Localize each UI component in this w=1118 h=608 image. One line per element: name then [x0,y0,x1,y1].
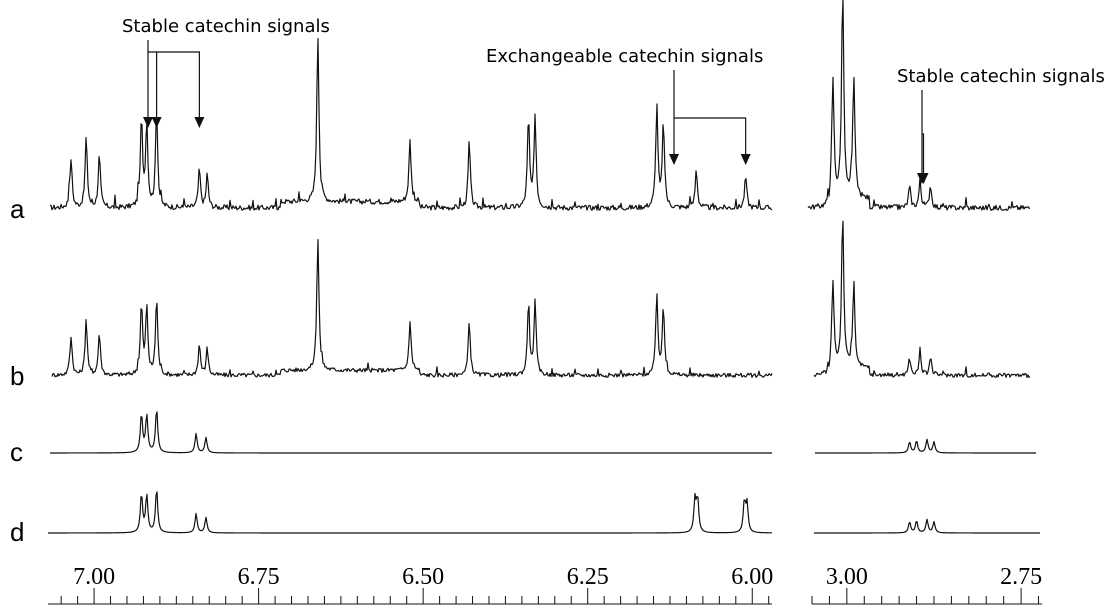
annotations: Stable catechin signals Exchangeable cate… [122,16,1105,184]
arrow-head [740,154,751,165]
tick-label: 2.75 [1000,564,1042,590]
tick-label: 7.00 [73,564,115,590]
spectrum-d-panel-1 [48,491,773,534]
spectrum-b-panel-2 [813,220,1031,378]
tick-label: 6.00 [731,564,773,590]
spectrum-b-panel-1 [51,239,773,378]
spectrum-a-panel-1 [49,38,773,211]
arrow-head [918,173,929,184]
arrow-head [669,154,679,165]
arrow-head [143,117,153,128]
row-labels: a b c d [10,194,25,547]
spectrum-c-panel-1 [50,411,772,454]
arrow-head [194,117,205,128]
arrow-bracket [148,51,200,117]
row-label-c: c [10,437,23,467]
spectrum-c-panel-2 [815,438,1036,454]
tick-label: 6.25 [567,564,609,590]
tick-label: 6.50 [402,564,444,590]
arrow-head [151,117,162,128]
row-label-d: d [10,517,24,547]
spectrum-a-panel-2 [807,0,1031,212]
spectrum-traces [48,0,1040,534]
row-label-b: b [10,361,24,391]
annotation-label: Stable catechin signals [122,16,330,37]
tick-label: 3.00 [826,564,868,590]
arrow-bracket [674,117,747,154]
arrow-bracket [922,133,925,173]
tick-label: 6.75 [238,564,280,590]
row-label-a: a [10,194,25,224]
annotation-label: Exchangeable catechin signals [486,46,763,67]
x-axis: 7.00 6.75 6.50 6.25 6.00 3.00 2.75 [48,564,1042,605]
spectrum-d-panel-2 [814,518,1040,534]
annotation-label: Stable catechin signals [897,66,1105,87]
